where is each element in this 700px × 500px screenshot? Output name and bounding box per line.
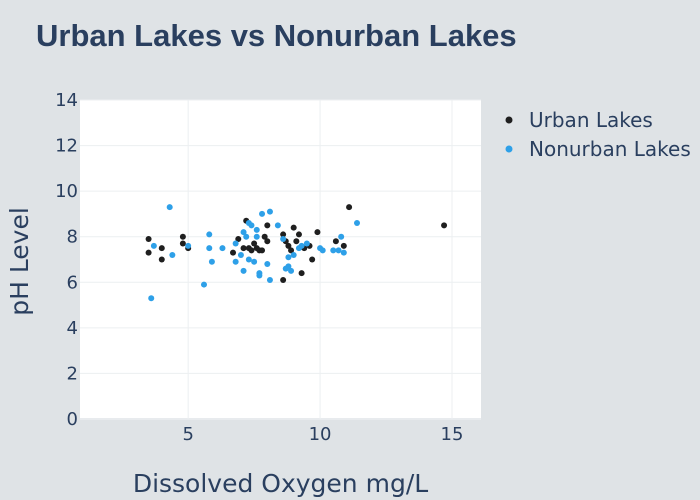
data-point[interactable]: [266, 277, 273, 284]
data-point[interactable]: [290, 251, 297, 258]
data-point[interactable]: [240, 229, 247, 236]
legend-item-nonurban-lakes[interactable]: Nonurban Lakes: [505, 137, 691, 161]
data-point[interactable]: [330, 247, 337, 254]
data-point[interactable]: [259, 247, 266, 254]
data-point[interactable]: [261, 233, 268, 240]
data-point[interactable]: [340, 249, 347, 256]
data-point[interactable]: [285, 242, 292, 249]
data-point[interactable]: [264, 238, 271, 245]
data-point[interactable]: [290, 224, 297, 231]
y-tick-label: 14: [55, 90, 78, 111]
data-point[interactable]: [256, 272, 263, 279]
data-point[interactable]: [206, 245, 213, 252]
data-point[interactable]: [232, 240, 239, 247]
data-point[interactable]: [285, 254, 292, 261]
data-point[interactable]: [200, 281, 207, 288]
data-point[interactable]: [208, 258, 215, 265]
data-point[interactable]: [148, 295, 155, 302]
y-tick-label: 4: [67, 318, 78, 339]
data-point[interactable]: [332, 238, 339, 245]
data-point[interactable]: [340, 242, 347, 249]
x-tick-label: 15: [441, 424, 464, 445]
data-point[interactable]: [298, 242, 305, 249]
x-tick-label: 5: [182, 424, 193, 445]
chart-title: Urban Lakes vs Nonurban Lakes: [36, 18, 517, 53]
data-point[interactable]: [274, 222, 281, 229]
data-point[interactable]: [280, 235, 287, 242]
data-point[interactable]: [319, 247, 326, 254]
data-point[interactable]: [248, 247, 255, 254]
data-point[interactable]: [441, 222, 448, 229]
legend-item-urban-lakes[interactable]: Urban Lakes: [505, 108, 653, 132]
data-point[interactable]: [298, 270, 305, 277]
legend-marker-urban-lakes: [505, 116, 513, 124]
data-point[interactable]: [288, 267, 295, 274]
data-point[interactable]: [264, 261, 271, 268]
gridlines: [80, 99, 481, 420]
data-point[interactable]: [264, 222, 271, 229]
y-tick-label: 12: [55, 136, 78, 157]
data-point[interactable]: [314, 229, 321, 236]
legend-marker-nonurban-lakes: [505, 145, 513, 153]
y-tick-label: 0: [67, 409, 78, 430]
x-axis-title: Dissolved Oxygen mg/L: [133, 469, 428, 498]
data-point[interactable]: [243, 233, 250, 240]
data-point[interactable]: [288, 247, 295, 254]
legend-label-urban-lakes: Urban Lakes: [529, 108, 653, 132]
data-point[interactable]: [309, 256, 316, 263]
data-point[interactable]: [293, 238, 300, 245]
y-tick-label: 10: [55, 181, 78, 202]
data-point[interactable]: [237, 251, 244, 258]
data-point[interactable]: [145, 249, 152, 256]
data-point[interactable]: [335, 247, 342, 254]
data-point[interactable]: [251, 240, 258, 247]
data-point[interactable]: [232, 258, 239, 265]
data-point[interactable]: [166, 204, 173, 211]
data-point[interactable]: [235, 235, 242, 242]
data-point[interactable]: [158, 256, 165, 263]
data-point[interactable]: [346, 204, 353, 211]
data-point[interactable]: [150, 242, 157, 249]
data-point[interactable]: [251, 258, 258, 265]
data-point[interactable]: [158, 245, 165, 252]
data-point[interactable]: [253, 233, 260, 240]
data-point[interactable]: [145, 235, 152, 242]
data-point[interactable]: [280, 231, 287, 238]
data-point[interactable]: [354, 220, 361, 227]
legend[interactable]: Urban Lakes Nonurban Lakes: [505, 108, 691, 161]
data-point[interactable]: [240, 245, 247, 252]
data-point[interactable]: [230, 249, 237, 256]
data-point[interactable]: [219, 245, 226, 252]
data-point[interactable]: [280, 277, 287, 284]
data-point[interactable]: [248, 222, 255, 229]
y-axis-title: pH Level: [5, 207, 34, 316]
data-point[interactable]: [169, 251, 176, 258]
data-point[interactable]: [206, 231, 213, 238]
data-point[interactable]: [259, 210, 266, 217]
plot-area: [80, 100, 481, 419]
data-points: [145, 204, 448, 302]
tick-labels: 0 2 4 6 8 10 12 14 5 10 15: [55, 90, 463, 445]
data-point[interactable]: [179, 240, 186, 247]
x-tick-label: 10: [309, 424, 332, 445]
data-point[interactable]: [266, 208, 273, 215]
data-point[interactable]: [338, 233, 345, 240]
data-point[interactable]: [295, 231, 302, 238]
series-urban-lakes: [145, 204, 448, 284]
data-point[interactable]: [185, 242, 192, 249]
data-point[interactable]: [245, 256, 252, 263]
y-tick-label: 2: [67, 363, 78, 384]
y-tick-label: 8: [67, 227, 78, 248]
legend-label-nonurban-lakes: Nonurban Lakes: [529, 137, 691, 161]
data-point[interactable]: [240, 267, 247, 274]
data-point[interactable]: [285, 263, 292, 270]
series-nonurban-lakes: [148, 204, 361, 302]
data-point[interactable]: [253, 226, 260, 233]
y-tick-label: 6: [67, 272, 78, 293]
data-point[interactable]: [179, 233, 186, 240]
data-point[interactable]: [303, 240, 310, 247]
